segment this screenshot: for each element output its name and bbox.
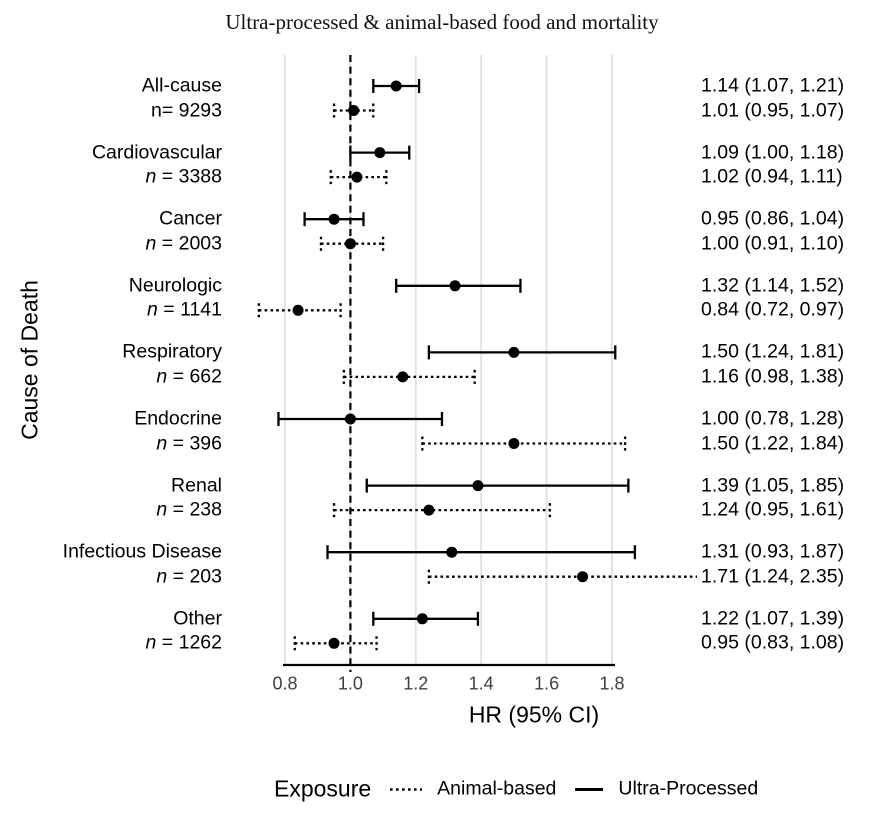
x-tick-label: 1.8 xyxy=(599,673,625,694)
n-count-label: n = 238 xyxy=(156,498,222,521)
hr-value-animal-based: 0.84 (0.72, 0.97) xyxy=(701,298,845,321)
point-marker-animal-based xyxy=(328,637,340,649)
n-count-label: n= 9293 xyxy=(150,98,222,121)
point-marker-animal-based xyxy=(348,105,360,116)
hr-value-animal-based: 1.02 (0.94, 1.11) xyxy=(701,165,843,188)
italic-n: n xyxy=(145,631,157,654)
hr-value-animal-based: 0.95 (0.83, 1.08) xyxy=(701,631,845,654)
category-label: Respiratory xyxy=(122,340,222,363)
point-marker-ultra-processed xyxy=(508,346,520,358)
solid-line-sample-icon xyxy=(575,787,604,791)
category-label: Neurologic xyxy=(128,274,222,297)
n-count-label: n = 1262 xyxy=(145,631,222,654)
hr-value-animal-based: 1.16 (0.98, 1.38) xyxy=(701,365,845,388)
x-axis-title: HR (95% CI) xyxy=(468,701,600,728)
hr-value-ultra-processed: 1.14 (1.07, 1.21) xyxy=(701,74,845,97)
category-label: Cancer xyxy=(159,207,222,230)
x-tick-label: 1.6 xyxy=(534,673,560,694)
italic-n: n xyxy=(156,564,168,587)
legend-item-animal-based: Animal-based xyxy=(389,778,556,801)
italic-n: n xyxy=(145,231,157,254)
point-marker-ultra-processed xyxy=(374,147,386,159)
x-tick-label: 1.4 xyxy=(468,673,494,694)
hr-value-ultra-processed: 1.39 (1.05, 1.85) xyxy=(701,473,845,496)
n-count-label: n = 3388 xyxy=(145,165,222,188)
legend-item-label: Ultra-Processed xyxy=(618,777,759,800)
n-count-label: n = 203 xyxy=(156,564,222,587)
point-marker-ultra-processed xyxy=(416,613,428,625)
hr-value-animal-based: 1.50 (1.22, 1.84) xyxy=(701,431,845,454)
legend-item-label: Animal-based xyxy=(437,777,557,800)
italic-n: n xyxy=(156,498,168,521)
x-tick-label: 1.0 xyxy=(337,673,363,694)
dotted-line-sample-icon xyxy=(390,787,423,791)
x-tick-label: 0.8 xyxy=(272,673,298,694)
italic-n: n xyxy=(145,165,157,188)
hr-value-ultra-processed: 1.32 (1.14, 1.52) xyxy=(701,274,845,297)
italic-n: n xyxy=(156,365,168,388)
point-marker-animal-based xyxy=(423,504,435,516)
legend: Exposure Animal-based Ultra-Processed xyxy=(274,776,758,803)
point-marker-ultra-processed xyxy=(449,280,461,292)
point-marker-animal-based xyxy=(397,371,409,383)
hr-value-ultra-processed: 1.50 (1.24, 1.81) xyxy=(701,340,845,363)
hr-value-animal-based: 1.01 (0.95, 1.07) xyxy=(701,98,845,121)
point-marker-ultra-processed xyxy=(472,480,484,492)
point-marker-ultra-processed xyxy=(344,413,356,425)
category-label: Cardiovascular xyxy=(91,140,222,163)
legend-item-ultra-processed: Ultra-Processed xyxy=(574,778,758,801)
point-marker-animal-based xyxy=(351,171,363,183)
legend-title: Exposure xyxy=(274,775,372,802)
hr-value-animal-based: 1.00 (0.91, 1.10) xyxy=(701,231,845,254)
hr-value-animal-based: 1.71 (1.24, 2.35) xyxy=(701,564,845,587)
hr-value-ultra-processed: 1.00 (0.78, 1.28) xyxy=(701,407,845,430)
category-label: Infectious Disease xyxy=(62,540,222,563)
hr-value-animal-based: 1.24 (0.95, 1.61) xyxy=(701,498,845,521)
forest-plot-canvas xyxy=(257,55,697,672)
point-marker-animal-based xyxy=(344,238,356,250)
hr-value-ultra-processed: 1.22 (1.07, 1.39) xyxy=(701,607,845,630)
point-marker-animal-based xyxy=(577,571,589,583)
italic-n: n xyxy=(146,298,158,321)
italic-n: n xyxy=(156,431,168,454)
point-marker-animal-based xyxy=(508,438,520,449)
hr-value-ultra-processed: 1.31 (0.93, 1.87) xyxy=(701,540,845,563)
n-count-label: n = 396 xyxy=(156,431,222,454)
category-label: Renal xyxy=(171,473,222,496)
chart-title: Ultra-processed & animal-based food and … xyxy=(225,10,659,34)
point-marker-ultra-processed xyxy=(446,546,458,558)
point-marker-ultra-processed xyxy=(390,80,402,92)
category-label: All-cause xyxy=(141,74,222,97)
category-label: Endocrine xyxy=(134,407,222,430)
y-axis-title: Cause of Death xyxy=(16,280,43,440)
n-count-label: n = 2003 xyxy=(145,231,222,254)
hr-value-ultra-processed: 0.95 (0.86, 1.04) xyxy=(701,207,845,230)
point-marker-ultra-processed xyxy=(328,213,340,225)
n-count-label: n = 662 xyxy=(156,365,222,388)
hr-value-ultra-processed: 1.09 (1.00, 1.18) xyxy=(701,140,845,163)
point-marker-animal-based xyxy=(292,304,304,316)
x-tick-label: 1.2 xyxy=(403,673,429,694)
category-label: Other xyxy=(173,607,222,630)
n-count-label: n = 1141 xyxy=(146,298,222,321)
